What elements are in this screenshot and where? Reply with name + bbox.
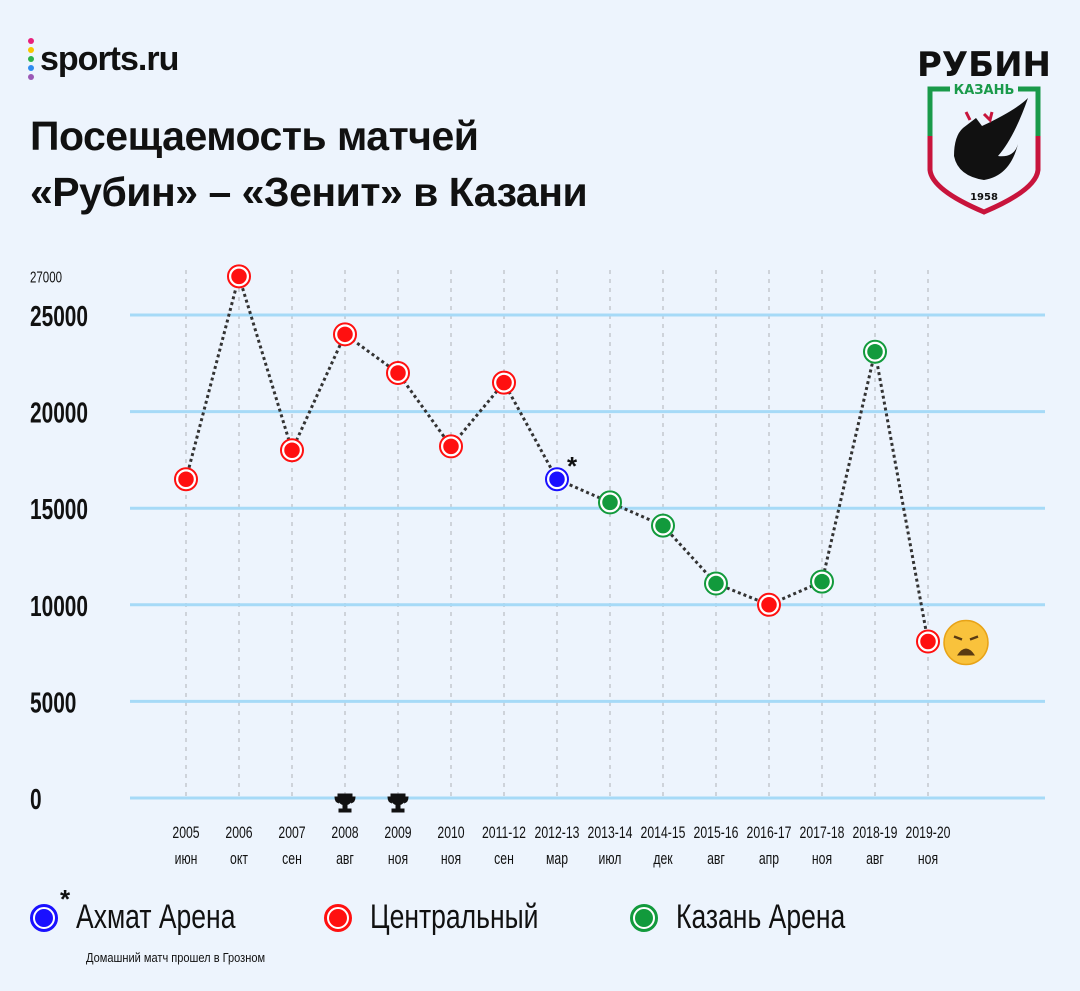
x-tick-season: 2008 — [331, 824, 358, 842]
y-tick-label: 15000 — [30, 494, 88, 526]
legend-item-akhmat-arena: Ахмат Арена — [30, 898, 280, 937]
data-point-ring — [810, 569, 834, 594]
x-tick-season: 2009 — [384, 824, 411, 842]
legend-marker — [630, 903, 659, 932]
y-tick-label: 25000 — [30, 301, 88, 333]
x-tick-month: ноя — [812, 850, 832, 868]
x-tick-season: 2011-12 — [482, 824, 526, 842]
legend-item-kazan-arena: Казань Арена — [630, 898, 893, 937]
x-tick-month: ноя — [918, 850, 938, 868]
data-point-ring — [439, 434, 463, 459]
rubin-kazan-logo: РУБИН КАЗАНЬ 1958 — [918, 45, 1050, 215]
y-tick-label-extra: 27000 — [30, 267, 62, 285]
data-point — [546, 468, 568, 490]
svg-text:КАЗАНЬ: КАЗАНЬ — [954, 83, 1015, 98]
weary-face-mouth — [957, 648, 975, 656]
y-tick-label: 5000 — [30, 687, 76, 719]
data-point — [652, 515, 674, 536]
data-point-ring — [545, 467, 569, 492]
data-point-ring — [916, 629, 940, 654]
x-tick-season: 2012-13 — [535, 824, 580, 842]
x-tick-season: 2007 — [278, 824, 305, 842]
data-point — [599, 492, 621, 513]
data-point-ring — [704, 571, 728, 596]
title-line-2: «Рубин» – «Зенит» в Казани — [30, 169, 588, 215]
data-point-ring — [174, 467, 198, 492]
x-tick-season: 2016-17 — [747, 824, 792, 842]
legend-asterisk: * — [60, 884, 71, 914]
x-tick-month: апр — [759, 850, 779, 868]
svg-text:РУБИН: РУБИН — [918, 45, 1050, 85]
x-tick-month: июл — [599, 850, 622, 868]
data-point — [758, 594, 780, 616]
data-point — [228, 266, 250, 287]
data-point-ring — [386, 360, 410, 385]
x-tick-season: 2014-15 — [641, 824, 686, 842]
data-point — [917, 631, 939, 652]
page-title: Посещаемость матчей «Рубин» – «Зенит» в … — [30, 108, 588, 220]
brand-dots-icon — [28, 38, 34, 80]
data-point-ring — [227, 264, 251, 289]
x-tick-season: 2006 — [225, 824, 252, 842]
x-tick-season: 2013-14 — [588, 824, 633, 842]
data-point-ring — [492, 370, 516, 395]
brand-name: sports.ru — [40, 39, 179, 78]
x-tick-season: 2019-20 — [906, 824, 951, 842]
svg-text:1958: 1958 — [970, 192, 998, 203]
legend-marker — [324, 903, 353, 932]
data-point — [811, 571, 833, 592]
series-line — [184, 270, 930, 642]
weary-face-emoji — [943, 619, 989, 666]
y-tick-label: 10000 — [30, 591, 88, 623]
sports-ru-logo: sports.ru — [28, 38, 179, 80]
x-tick-month: авг — [707, 850, 725, 868]
x-tick-month: ноя — [388, 850, 408, 868]
legend-marker — [30, 903, 58, 932]
legend-note: Домашний матч прошел в Грозном — [86, 950, 266, 965]
data-point — [440, 436, 462, 457]
x-tick-season: 2015-16 — [694, 824, 739, 842]
data-point — [175, 468, 197, 490]
title-line-1: Посещаемость матчей — [30, 113, 479, 159]
trophy-icon — [334, 793, 356, 813]
weary-face-eyes — [953, 635, 979, 641]
data-point-ring — [651, 513, 675, 538]
data-point-ring — [333, 322, 357, 347]
asterisk-annotation: * — [567, 451, 578, 481]
x-tick-month: окт — [230, 850, 248, 868]
data-point — [493, 372, 515, 393]
x-tick-season: 2018-19 — [853, 824, 898, 842]
x-tick-month: июн — [175, 850, 198, 868]
legend: Ахмат Арена Центральный Казань Арена — [30, 898, 937, 937]
x-tick-month: сен — [494, 850, 514, 868]
data-point — [281, 439, 303, 461]
y-tick-label: 0 — [30, 784, 42, 816]
y-tick-label: 20000 — [30, 397, 88, 429]
x-tick-season: 2017-18 — [800, 824, 845, 842]
legend-item-centralny: Центральный — [324, 898, 586, 937]
x-tick-month: авг — [866, 850, 884, 868]
x-tick-month: мар — [546, 850, 568, 868]
data-point — [334, 324, 356, 345]
x-tick-season: 2005 — [172, 824, 199, 842]
data-point — [705, 573, 727, 594]
data-point-ring — [280, 438, 304, 463]
x-tick-season: 2010 — [437, 824, 464, 842]
data-point-ring — [757, 592, 781, 617]
x-tick-month: авг — [336, 850, 354, 868]
x-tick-month: ноя — [441, 850, 461, 868]
data-point — [864, 341, 886, 362]
data-point-ring — [863, 339, 887, 364]
x-tick-month: сен — [282, 850, 302, 868]
data-point-ring — [598, 490, 622, 515]
x-tick-month: дек — [653, 850, 673, 868]
trophy-icon — [387, 793, 409, 813]
data-point — [387, 362, 409, 384]
